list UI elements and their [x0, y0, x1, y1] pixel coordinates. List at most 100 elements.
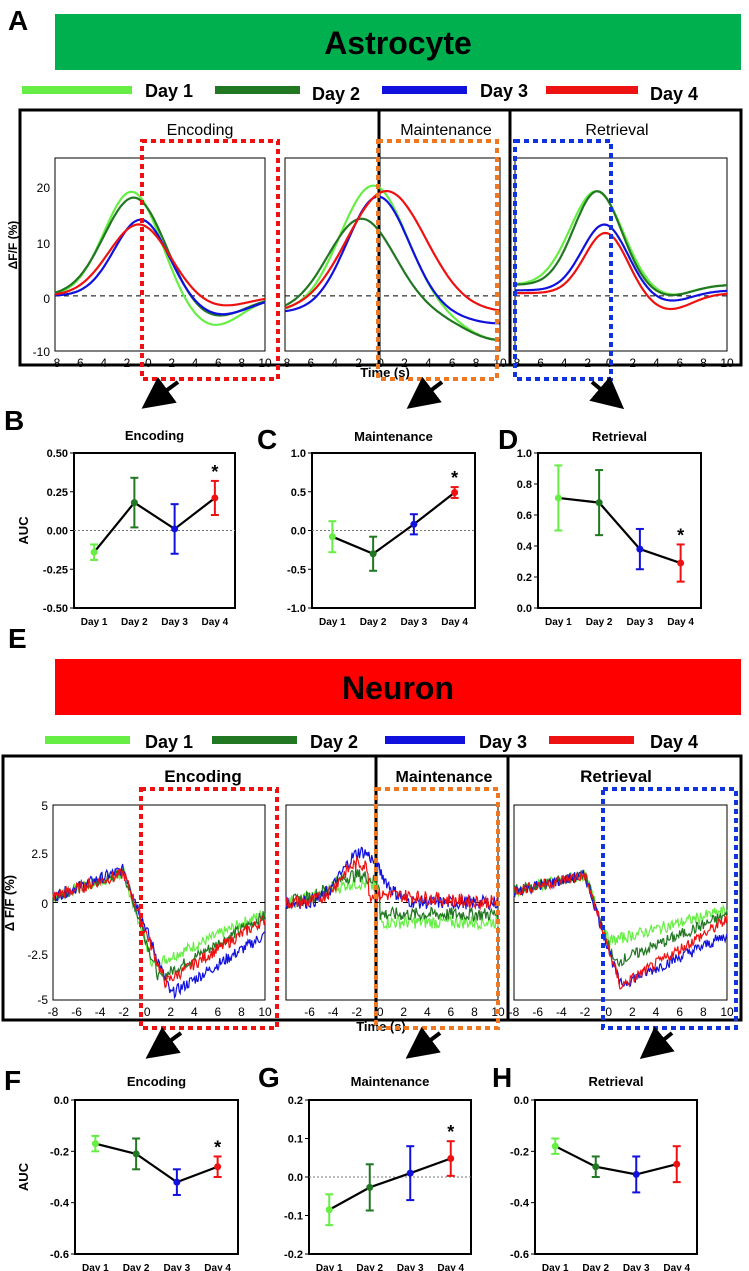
- neuron-maintenance-plot-xtick: 8: [471, 1005, 478, 1019]
- neuron-retrieval-plot-xtick: 10: [720, 1005, 734, 1019]
- auc-ytick-label: 0.5: [291, 487, 306, 499]
- svg-text:2.5: 2.5: [31, 847, 48, 861]
- astro-window-encoding: Encoding: [167, 122, 234, 139]
- neuron-window-maintenance: Maintenance: [396, 769, 493, 786]
- astro-encoding-plot-xtick: -4: [96, 356, 107, 370]
- neuron-retrieval-plot-xtick: 0: [605, 1005, 612, 1019]
- arrow-to-c: [406, 376, 444, 409]
- neuron-encoding-plot: -8 -6 -4 -2 0 2 4 6 8 10: [48, 804, 272, 1019]
- neuron-retrieval-plot-xtick: -4: [556, 1005, 567, 1019]
- auc-ytick-label: -0.2: [284, 1249, 303, 1261]
- legend-swatch-day3: [385, 736, 465, 744]
- astro-encoding-plot-xtick: -6: [73, 356, 84, 370]
- astro-maintenance-plot-axes: [284, 157, 501, 352]
- astro-encoding-plot-trace-day3: [54, 218, 266, 316]
- auc-line-c: [331, 491, 456, 556]
- neuron-retrieval-plot-xtick: 2: [629, 1005, 636, 1019]
- panel-letter-c: C: [257, 424, 277, 455]
- astro-retrieval-plot-xtick: -4: [557, 356, 568, 370]
- astro-retrieval-plot-xtick: -2: [580, 356, 591, 370]
- auc-ytick-label: 0.2: [517, 572, 532, 584]
- neuron-retrieval-plot-xtick: -6: [532, 1005, 543, 1019]
- astro-encoding-plot-xtick: 0: [145, 356, 152, 370]
- legend-day4: Day 4: [650, 732, 698, 752]
- neuron-encoding-plot-xtick: -6: [71, 1005, 82, 1019]
- astro-retrieval-plot-xtick: 6: [677, 356, 684, 370]
- neuron-window-retrieval: Retrieval: [580, 767, 652, 786]
- neuron-retrieval-plot-trace-day3: [513, 869, 728, 988]
- auc-ytick-label: -0.5: [287, 564, 306, 576]
- auc-chart-d: Retrieval 1.0 0.8 0.6 0.4 0.2 0.0 Day 1 Day 2 Day…: [517, 429, 702, 628]
- auc-point-day2: [592, 1163, 600, 1171]
- auc-point-day2: [366, 1183, 374, 1191]
- astro-retrieval-plot-xtick: 2: [629, 356, 636, 370]
- auc-axes-d: [537, 452, 702, 609]
- auc-xtick-label: Day 4: [663, 1263, 690, 1271]
- neuron-maintenance-plot-xtick: -4: [328, 1005, 339, 1019]
- legend-swatch-day3: [382, 86, 467, 94]
- arrow-to-d: [589, 376, 625, 410]
- auc-xtick-label: Day 4: [441, 617, 468, 628]
- svg-text:0: 0: [43, 292, 50, 306]
- auc-ytick-label: 0.00: [47, 526, 68, 538]
- auc-point-day3: [636, 545, 644, 553]
- auc-point-day2: [132, 1150, 140, 1158]
- auc-line-b: [93, 497, 216, 553]
- astro-maintenance-plot-trace-day2: [284, 217, 501, 342]
- auc-point-day3: [632, 1170, 640, 1178]
- auc-point-day1: [551, 1142, 559, 1150]
- astro-retrieval-plot-trace-day3: [515, 223, 728, 302]
- auc-xtick-label: Day 2: [360, 617, 387, 628]
- panel-letter-e: E: [8, 623, 27, 654]
- auc-xtick-label: Day 3: [401, 617, 428, 628]
- neuron-maintenance-plot-xtick: 0: [377, 1005, 384, 1019]
- auc-point-day4: [214, 1163, 222, 1171]
- legend-day1: Day 1: [145, 732, 193, 752]
- auc-ytick-label: -1.0: [287, 603, 306, 615]
- neuron-retrieval-plot-xtick: -8: [509, 1005, 520, 1019]
- neuron-maintenance-plot-xtick: -6: [304, 1005, 315, 1019]
- auc-ylabel: AUC: [16, 1162, 31, 1191]
- auc-title-f: Encoding: [127, 1074, 186, 1089]
- auc-xtick-label: Day 1: [319, 617, 346, 628]
- auc-line-f: [95, 1142, 219, 1184]
- auc-xtick-label: Day 4: [437, 1263, 464, 1271]
- neuron-encoding-plot-xtick: 0: [144, 1005, 151, 1019]
- astro-retrieval-plot: -8 -6 -4 -2 0 2 4 6 8 10: [510, 157, 734, 370]
- svg-text:0: 0: [41, 897, 48, 911]
- neuron-encoding-plot-trace-day4: [52, 868, 266, 989]
- legend-swatch-day2: [212, 736, 297, 744]
- auc-point-day1: [325, 1206, 333, 1214]
- auc-ytick-label: -0.1: [284, 1211, 303, 1223]
- auc-xtick-label: Day 2: [586, 617, 613, 628]
- auc-axes-h: [534, 1099, 698, 1255]
- auc-xtick-label: Day 2: [123, 1263, 150, 1271]
- auc-chart-h: Retrieval 0.0 -0.2 -0.4 -0.6 Day 1 Day 2 Day 3 D…: [510, 1074, 698, 1271]
- legend-swatch-day4: [546, 86, 638, 94]
- auc-ytick-label: 0.0: [517, 603, 532, 615]
- arrow-to-b: [141, 376, 180, 409]
- auc-title-d: Retrieval: [592, 429, 647, 444]
- auc-significance-star: *: [214, 1137, 221, 1157]
- astro-encoding-plot-xtick: -2: [120, 356, 131, 370]
- neuron-maintenance-plot-trace-day4: [285, 855, 499, 911]
- auc-ylabel: AUC: [16, 516, 31, 545]
- neuron-retrieval-plot-trace-day2: [513, 870, 728, 968]
- arrow-to-f: [145, 1026, 183, 1059]
- auc-point-day1: [328, 533, 336, 541]
- astro-banner-title: Astrocyte: [324, 25, 472, 61]
- auc-xtick-label: Day 4: [667, 617, 694, 628]
- legend-day1: Day 1: [145, 81, 193, 101]
- auc-axes-f: [74, 1099, 239, 1255]
- astro-maintenance-plot-xtick: 6: [449, 356, 456, 370]
- astro-encoding-plot-xtick: 4: [192, 356, 199, 370]
- astro-encoding-plot-trace-day4: [54, 223, 266, 307]
- neuron-maintenance-plot-xtick: 6: [448, 1005, 455, 1019]
- auc-ytick-label: 0.0: [291, 526, 306, 538]
- auc-significance-star: *: [451, 468, 458, 488]
- auc-ytick-label: -0.25: [43, 564, 68, 576]
- astro-retrieval-plot-trace-day4: [515, 231, 728, 311]
- auc-point-day3: [173, 1178, 181, 1186]
- neuron-encoding-plot-xtick: -8: [48, 1005, 59, 1019]
- auc-xtick-label: Day 2: [356, 1263, 383, 1271]
